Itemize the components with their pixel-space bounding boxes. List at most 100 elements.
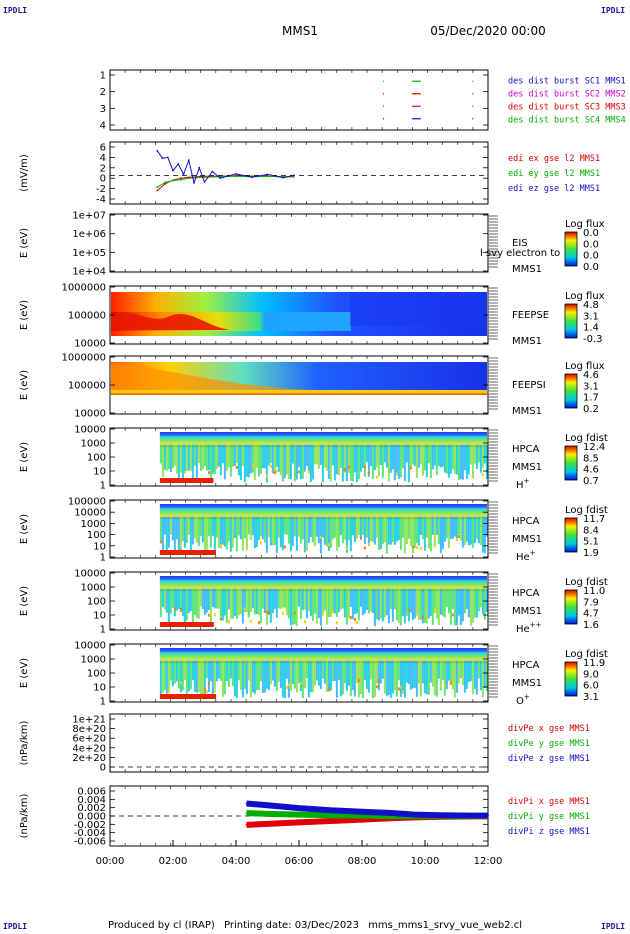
spectrogram-fill bbox=[209, 516, 212, 548]
spectrogram-fill bbox=[195, 588, 198, 618]
colorbar-title: Log fdist bbox=[565, 649, 608, 660]
spectrogram-fill bbox=[167, 588, 170, 625]
spectrogram-fill bbox=[367, 543, 370, 547]
spectrogram-fill bbox=[475, 588, 478, 618]
spectrogram-fill bbox=[337, 588, 340, 613]
spectrogram-fill bbox=[267, 516, 270, 538]
colorbar bbox=[564, 445, 578, 481]
y-tick-label: 1 bbox=[100, 553, 106, 564]
colorbar-tick-label: 4.7 bbox=[583, 609, 599, 620]
instrument-label: EIS bbox=[512, 238, 528, 249]
spectrogram-fill bbox=[369, 660, 372, 680]
spectrogram-fill bbox=[469, 660, 472, 682]
spectrogram-fill bbox=[307, 516, 310, 543]
series-point bbox=[413, 813, 416, 816]
spectrogram-fill bbox=[323, 660, 326, 684]
spectrogram-fill bbox=[241, 516, 244, 551]
spectrogram-fill bbox=[315, 444, 318, 465]
spectrogram-fill bbox=[229, 660, 232, 679]
series-point bbox=[329, 814, 332, 817]
spectrogram-fill bbox=[339, 588, 342, 610]
colorbar-tick-label: 12.4 bbox=[583, 442, 605, 453]
spectrogram-fill bbox=[217, 444, 220, 467]
spectrogram-fill bbox=[249, 516, 252, 541]
spectrogram-fill bbox=[197, 588, 200, 619]
y-tick-label: 6 bbox=[100, 143, 106, 154]
spectrogram-fill bbox=[327, 516, 330, 551]
spectrogram-fill bbox=[165, 444, 168, 472]
y-tick-label: 1e+04 bbox=[72, 267, 106, 278]
y-tick-label: 100 bbox=[87, 530, 106, 541]
spectrogram-fill bbox=[293, 660, 296, 689]
spectrogram-fill bbox=[443, 516, 446, 542]
legend-entry: des dist burst SC1 MMS1 bbox=[508, 77, 626, 87]
colorbar-tick-label: 6.0 bbox=[583, 681, 599, 692]
y-tick-label: 10 bbox=[93, 611, 106, 622]
spectrogram-fill bbox=[325, 588, 328, 625]
spectrogram-fill bbox=[445, 516, 448, 539]
spectrogram-fill bbox=[377, 588, 380, 621]
spectrogram-fill bbox=[429, 444, 432, 479]
y-tick-label: 0.004 bbox=[77, 795, 106, 806]
spectrogram-fill bbox=[363, 660, 366, 680]
spectrogram-fill bbox=[323, 444, 326, 468]
spectrogram-fill bbox=[183, 516, 186, 548]
spectrogram-fill bbox=[349, 516, 352, 552]
colorbar-tick-label: 8.4 bbox=[583, 525, 599, 536]
spectrogram-fill bbox=[455, 588, 458, 626]
spectrogram-fill bbox=[431, 588, 434, 625]
spectrogram-fill bbox=[409, 588, 412, 613]
spectrogram-fill bbox=[211, 660, 214, 695]
spectrogram-fill bbox=[181, 588, 184, 616]
spectrogram-fill bbox=[483, 588, 486, 620]
y-tick-label: 2 bbox=[100, 87, 106, 98]
spectrogram-fill bbox=[425, 516, 428, 538]
spectrogram-fill bbox=[451, 588, 454, 610]
spectrogram-fill bbox=[111, 364, 310, 390]
spectrogram-fill bbox=[321, 612, 324, 616]
spectrogram-fill bbox=[193, 516, 196, 539]
y-axis-label: (mV/m) bbox=[19, 154, 30, 192]
y-tick-label: 1 bbox=[100, 481, 106, 492]
spectrogram-fill bbox=[189, 444, 192, 471]
spectrogram-fill bbox=[433, 516, 436, 548]
spectrogram-fill bbox=[333, 444, 336, 481]
spectrogram-fill bbox=[415, 546, 418, 550]
colorbar bbox=[564, 373, 578, 409]
spectrogram-fill bbox=[373, 444, 376, 470]
spectrogram-fill bbox=[333, 588, 336, 614]
spectrogram-fill bbox=[297, 470, 300, 474]
y-tick-label: -4 bbox=[96, 195, 106, 206]
spectrogram-fill bbox=[337, 516, 340, 548]
spectrogram-fill bbox=[111, 312, 230, 330]
spectrogram-fill bbox=[273, 471, 276, 475]
spectrogram-fill bbox=[435, 444, 438, 476]
spectrogram-fill bbox=[471, 588, 474, 624]
spectrogram-fill bbox=[411, 588, 414, 621]
spectrogram-fill bbox=[467, 516, 470, 546]
spectrogram-fill bbox=[461, 660, 464, 686]
series-point bbox=[361, 810, 363, 813]
spectrogram-fill bbox=[415, 588, 418, 616]
spectrogram-fill bbox=[355, 444, 358, 483]
spectrogram-fill bbox=[229, 444, 232, 477]
spectrogram-fill bbox=[207, 660, 210, 692]
spectrogram-fill bbox=[237, 516, 240, 536]
spectrogram-fill bbox=[175, 660, 178, 682]
spectrogram-fill bbox=[475, 444, 478, 469]
spectrogram-fill bbox=[395, 516, 398, 542]
spectrogram-fill bbox=[315, 660, 318, 681]
spectrogram-fill bbox=[401, 444, 404, 469]
spectrogram-fill bbox=[233, 660, 236, 697]
spectrogram-fill bbox=[209, 660, 212, 682]
y-tick-label: 6e+20 bbox=[72, 734, 106, 745]
spectrogram-fill bbox=[313, 516, 316, 546]
series-point bbox=[329, 820, 332, 822]
spectrogram-fill bbox=[293, 516, 296, 537]
spectrogram-fill bbox=[207, 516, 210, 537]
spectrogram-fill bbox=[309, 516, 312, 538]
spectrogram-fill bbox=[327, 588, 330, 618]
spectrogram-fill bbox=[455, 444, 458, 475]
colorbar-tick-label: 3.1 bbox=[583, 311, 599, 322]
y-tick-label: 4 bbox=[100, 121, 106, 132]
